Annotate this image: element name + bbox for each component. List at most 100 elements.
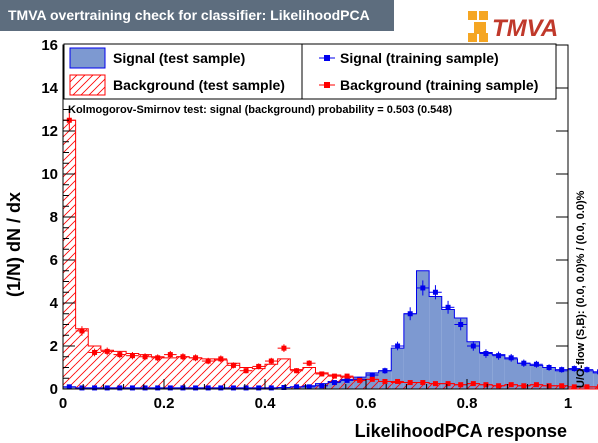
background-test-bar bbox=[88, 346, 101, 389]
y-tick-label: 6 bbox=[50, 252, 58, 269]
signal-training-point bbox=[252, 385, 265, 391]
background-test-bar bbox=[151, 356, 164, 389]
signal-training-point bbox=[176, 385, 190, 391]
x-tick-label: 0.8 bbox=[457, 395, 478, 412]
background-training-point bbox=[580, 384, 594, 390]
background-training-point bbox=[176, 353, 190, 361]
signal-test-bar bbox=[479, 352, 493, 389]
background-training-point bbox=[290, 368, 303, 374]
x-axis-title: LikelihoodPCA response bbox=[355, 421, 567, 441]
x-tick-label: 0.2 bbox=[154, 395, 175, 412]
background-training-point bbox=[100, 347, 114, 356]
background-test-bar bbox=[113, 351, 127, 389]
signal-training-point bbox=[75, 385, 89, 391]
background-training-point bbox=[492, 383, 505, 389]
legend-right-box bbox=[301, 43, 557, 100]
background-training-point bbox=[479, 382, 493, 388]
background-test-bar bbox=[378, 381, 392, 389]
background-test-bar bbox=[100, 350, 114, 389]
y-tick-label: 12 bbox=[41, 123, 58, 140]
signal-training-point bbox=[138, 385, 152, 391]
background-training-point bbox=[214, 355, 228, 363]
plot-area bbox=[63, 45, 568, 389]
background-training-point bbox=[252, 363, 265, 370]
background-training-point bbox=[555, 383, 568, 389]
background-test-bar bbox=[391, 382, 404, 389]
signal-test-bar bbox=[530, 365, 543, 389]
background-training-point bbox=[530, 382, 543, 388]
signal-test-bar bbox=[517, 363, 531, 389]
signal-training-point bbox=[189, 385, 202, 391]
background-test-bar bbox=[340, 377, 354, 389]
signal-training-point bbox=[63, 384, 76, 390]
background-test-bar bbox=[138, 354, 152, 389]
signal-training-point bbox=[277, 384, 291, 390]
signal-training-point bbox=[126, 385, 139, 391]
background-test-bar bbox=[353, 379, 366, 389]
signal-training-point bbox=[555, 366, 568, 373]
signal-training-point bbox=[391, 341, 404, 351]
signal-test-bar bbox=[403, 313, 417, 389]
signal-test-bar bbox=[580, 370, 594, 389]
background-test-bar bbox=[403, 382, 417, 389]
signal-training-point bbox=[479, 349, 493, 358]
signal-test-bar bbox=[504, 358, 518, 389]
signal-training-point bbox=[441, 300, 455, 314]
background-training-point bbox=[391, 378, 404, 384]
signal-training-point bbox=[580, 366, 594, 373]
background-training-point bbox=[568, 384, 581, 390]
background-test-bar bbox=[201, 358, 215, 389]
signal-training-point bbox=[429, 285, 442, 300]
signal-test-bar bbox=[593, 372, 598, 389]
background-training-point bbox=[416, 380, 430, 386]
background-training-point bbox=[340, 373, 354, 379]
background-training-point bbox=[88, 348, 101, 357]
y-tick-label: 0 bbox=[50, 381, 58, 398]
signal-test-bar bbox=[568, 369, 581, 389]
background-training-point bbox=[429, 381, 442, 387]
background-test-bar bbox=[277, 358, 291, 389]
signal-training-point bbox=[366, 372, 379, 378]
background-test-bar bbox=[176, 356, 190, 389]
background-training-point bbox=[366, 376, 379, 382]
signal-training-point bbox=[340, 377, 354, 383]
background-training-point bbox=[277, 344, 291, 353]
logo-text: TMVA bbox=[492, 15, 558, 42]
background-training-point bbox=[328, 373, 341, 379]
legend-swatch-background-test bbox=[69, 74, 106, 96]
signal-training-point bbox=[492, 351, 505, 360]
signal-test-bar bbox=[416, 270, 430, 389]
background-training-point bbox=[353, 377, 366, 383]
signal-test-bar bbox=[429, 296, 442, 389]
legend-label-signal-test: Signal (test sample) bbox=[113, 50, 245, 66]
background-test-bar bbox=[429, 383, 442, 389]
background-test-bar bbox=[593, 386, 598, 389]
background-test-bar bbox=[302, 367, 316, 389]
background-training-point bbox=[467, 381, 480, 387]
signal-test-bar bbox=[555, 370, 568, 389]
background-test-bar bbox=[214, 359, 228, 389]
legend-label-background-training: Background (training sample) bbox=[340, 77, 538, 93]
signal-training-point bbox=[239, 385, 253, 391]
background-training-point bbox=[441, 381, 455, 387]
background-test-bar bbox=[416, 382, 430, 389]
background-training-point bbox=[164, 350, 177, 359]
y-tick-label: 14 bbox=[41, 80, 58, 97]
background-test-bar bbox=[227, 363, 240, 389]
background-test-bar bbox=[252, 368, 265, 389]
x-tick-label: 0.6 bbox=[356, 395, 377, 412]
signal-training-points bbox=[63, 280, 598, 391]
signal-test-bar bbox=[467, 341, 480, 389]
background-test-bar bbox=[265, 364, 278, 389]
legend-marker-background-training bbox=[319, 82, 335, 88]
signal-training-point bbox=[416, 280, 430, 296]
signal-training-point bbox=[568, 365, 581, 372]
logo-figure-icon bbox=[468, 11, 488, 42]
background-test-bar bbox=[315, 372, 329, 389]
legend-label-signal-training: Signal (training sample) bbox=[340, 50, 499, 66]
background-training-point bbox=[302, 360, 316, 367]
background-test-bar bbox=[467, 383, 480, 389]
tmva-logo: TMVA bbox=[468, 11, 558, 42]
background-training-point bbox=[265, 357, 278, 365]
